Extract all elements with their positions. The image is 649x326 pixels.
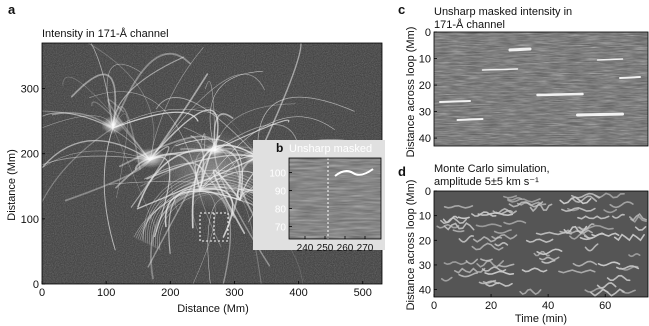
panel-a-x-tick-label: 500 <box>354 287 372 299</box>
panel-c-y-tick-label: 30 <box>419 107 431 119</box>
panel-b-y-tick-label: 70 <box>275 222 287 233</box>
panel-a-y-tick-label: 300 <box>21 84 39 96</box>
panel-d-y-tick-label: 10 <box>419 211 431 223</box>
panel-d-y-tick-label: 20 <box>419 235 431 247</box>
panel-b-x-tick-label: 240 <box>297 243 314 254</box>
panel-d-title-line1: Monte Carlo simulation, <box>434 163 550 175</box>
panel-c-y-tick-label: 10 <box>419 54 431 66</box>
panel-b-y-tick-label: 100 <box>269 168 286 179</box>
panel-d-x-tick-label: 60 <box>599 300 611 312</box>
panel-b-image <box>289 158 381 239</box>
panel-c: Unsharp masked intensity in 171-Å channe… <box>405 6 649 158</box>
panel-a-x-tick-label: 0 <box>39 287 45 299</box>
panel-c-title-line1: Unsharp masked intensity in <box>434 6 572 18</box>
panel-c-image <box>434 32 648 146</box>
panel-c-ylabel: Distance across loop (Mm) <box>405 27 417 158</box>
panel-b-y-tick-label: 80 <box>275 204 287 215</box>
panel-b-x-tick-label: 260 <box>337 243 354 254</box>
panel-b: b Unsharp masked 100 90 80 70 240 250 260 270 <box>253 140 385 254</box>
panel-c-y-tick-label: 40 <box>419 133 431 145</box>
panel-d-y-tick-label: 30 <box>419 260 431 272</box>
panel-d-xlabel: Time (min) <box>515 313 567 325</box>
panel-c-y-tick-label: 20 <box>419 80 431 92</box>
panel-a-x-tick-label: 200 <box>161 287 179 299</box>
panel-d-image <box>434 191 648 297</box>
panel-b-x-tick-label: 250 <box>317 243 334 254</box>
panel-a-title: Intensity in 171-Å channel <box>42 27 169 40</box>
panel-label-b: b <box>276 141 283 155</box>
panel-d-x-tick-label: 40 <box>542 300 554 312</box>
panel-d: Monte Carlo simulation, amplitude 5±5 km… <box>405 163 649 325</box>
panel-c-title-line2: 171-Å channel <box>434 18 505 31</box>
panel-a-x-tick-label: 300 <box>225 287 243 299</box>
panel-d-x-tick-label: 20 <box>485 300 497 312</box>
panel-a-y-tick-label: 0 <box>33 279 39 291</box>
panel-a-xlabel: Distance (Mm) <box>177 303 249 315</box>
panel-c-y-tick-label: 0 <box>425 27 431 39</box>
panel-a-y-tick-label: 200 <box>21 149 39 161</box>
panel-d-ylabel: Distance across loop (Mm) <box>405 180 417 311</box>
panel-d-title-line2: amplitude 5±5 km s⁻¹ <box>434 176 539 188</box>
panel-b-y-tick-label: 90 <box>275 186 287 197</box>
panel-b-x-tick-label: 270 <box>357 243 374 254</box>
panel-a-y-tick-label: 100 <box>21 214 39 226</box>
panel-label-a: a <box>8 2 16 17</box>
panel-a-ylabel: Distance (Mm) <box>6 149 18 221</box>
panel-d-x-tick-label: 0 <box>431 300 437 312</box>
panel-label-d: d <box>398 164 406 179</box>
panel-a-x-tick-label: 400 <box>289 287 307 299</box>
panel-d-y-tick-label: 0 <box>425 186 431 198</box>
panel-label-c: c <box>398 2 405 17</box>
panel-b-title: Unsharp masked <box>289 143 372 155</box>
panel-a-x-tick-label: 100 <box>97 287 115 299</box>
panel-d-y-tick-label: 40 <box>419 285 431 297</box>
